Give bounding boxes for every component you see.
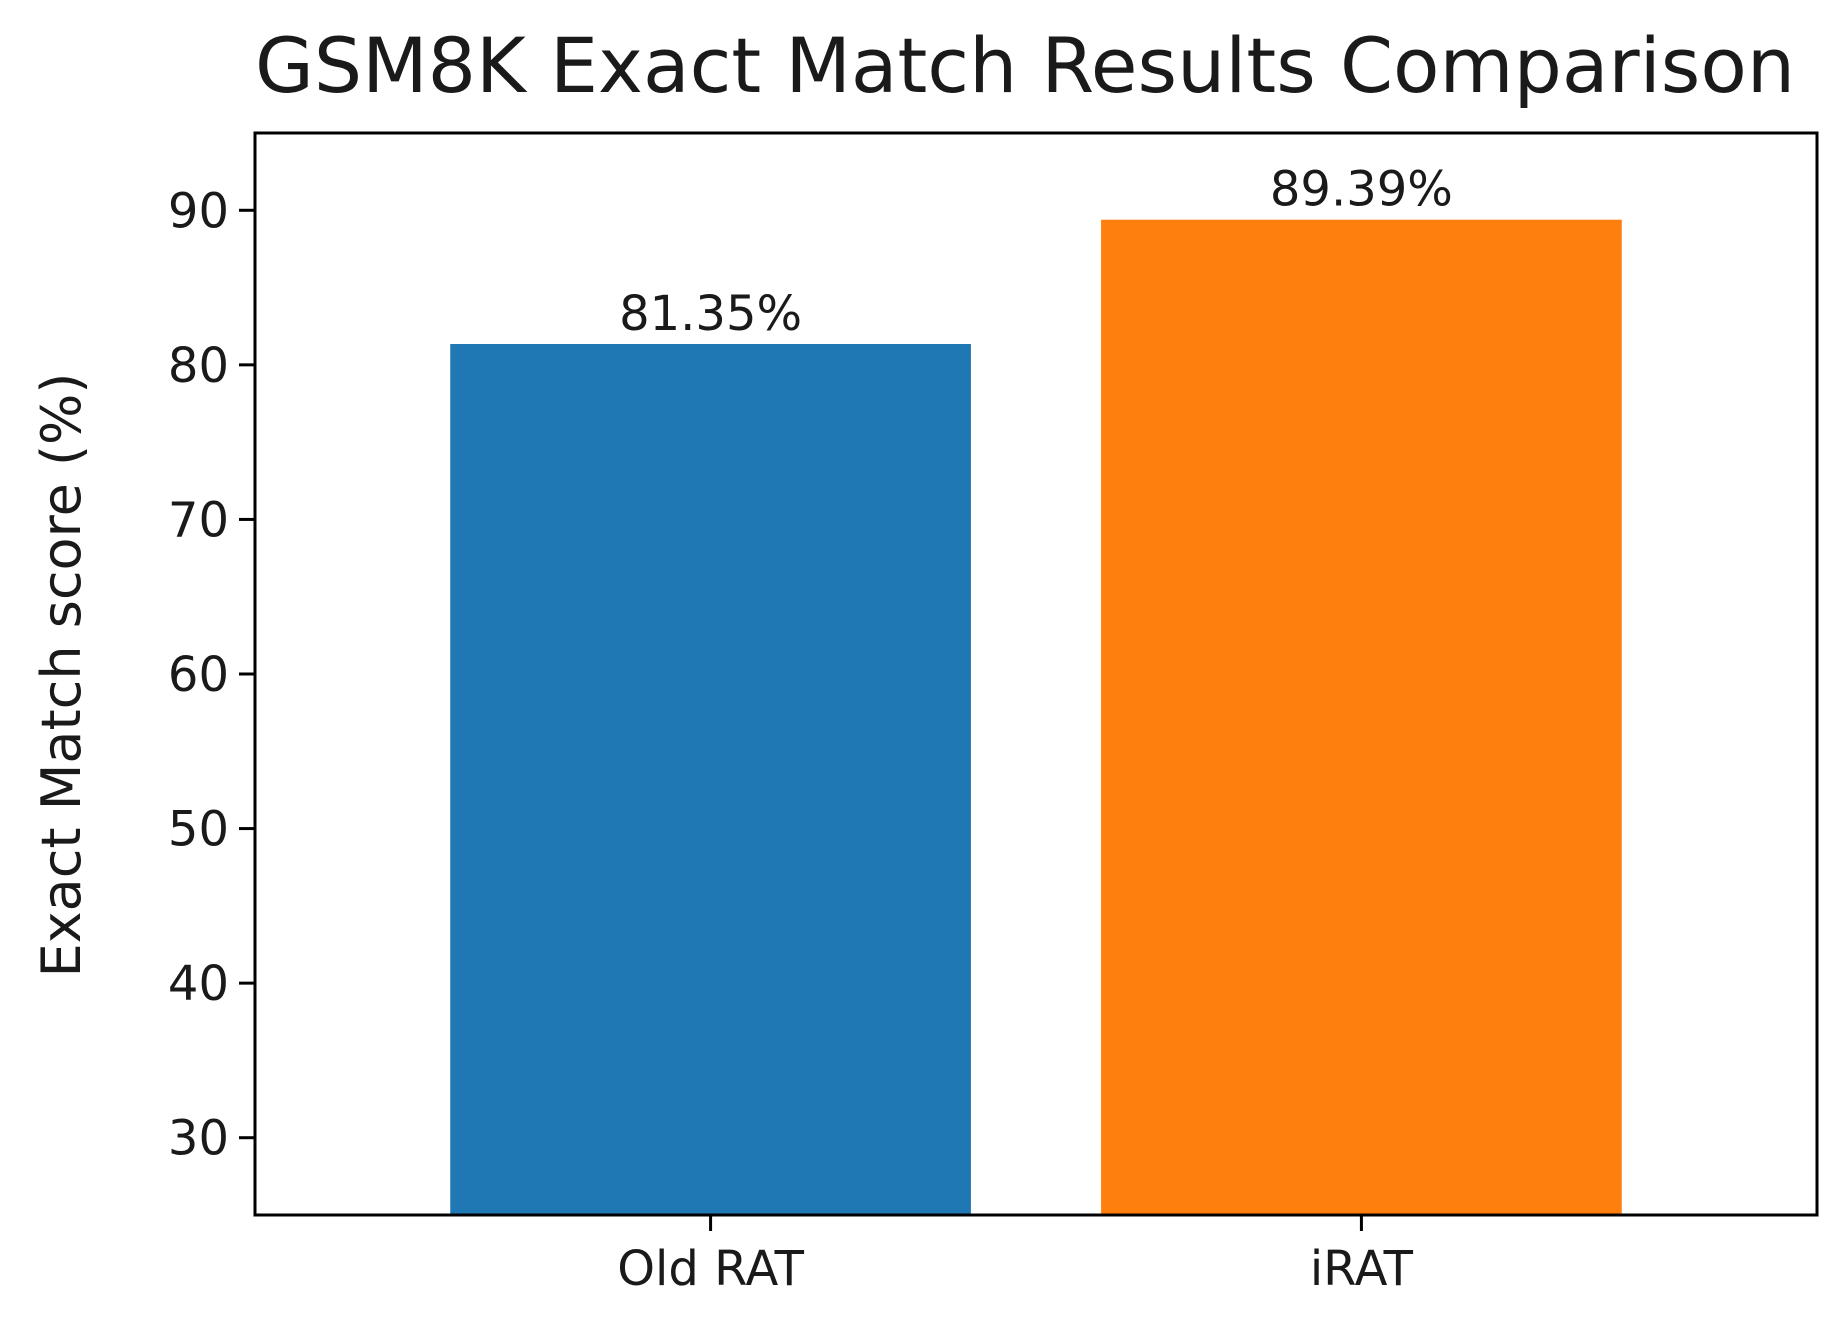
y-tick-label: 70 xyxy=(168,492,229,548)
y-axis-label: Exact Match score (%) xyxy=(30,373,93,978)
data-label: 81.35% xyxy=(619,286,802,342)
plot-frame xyxy=(253,131,1819,1217)
bar-old-rat xyxy=(450,343,971,1215)
chart-title: GSM8K Exact Match Results Comparison xyxy=(255,21,1795,110)
y-tick-label: 80 xyxy=(168,338,229,394)
plot-area: 30 40 50 60 70 80 90 81.35% Old RAT 89.39% iRAT xyxy=(168,162,1622,1297)
bar-irat xyxy=(1101,219,1622,1215)
y-tick-label: 40 xyxy=(168,956,229,1012)
data-label: 89.39% xyxy=(1270,162,1453,218)
y-tick-label: 50 xyxy=(168,802,229,858)
y-tick-label: 90 xyxy=(168,183,229,239)
x-tick-label: Old RAT xyxy=(617,1241,804,1297)
y-tick-label: 60 xyxy=(168,647,229,703)
y-tick-label: 30 xyxy=(168,1111,229,1167)
x-tick-label: iRAT xyxy=(1310,1241,1414,1297)
